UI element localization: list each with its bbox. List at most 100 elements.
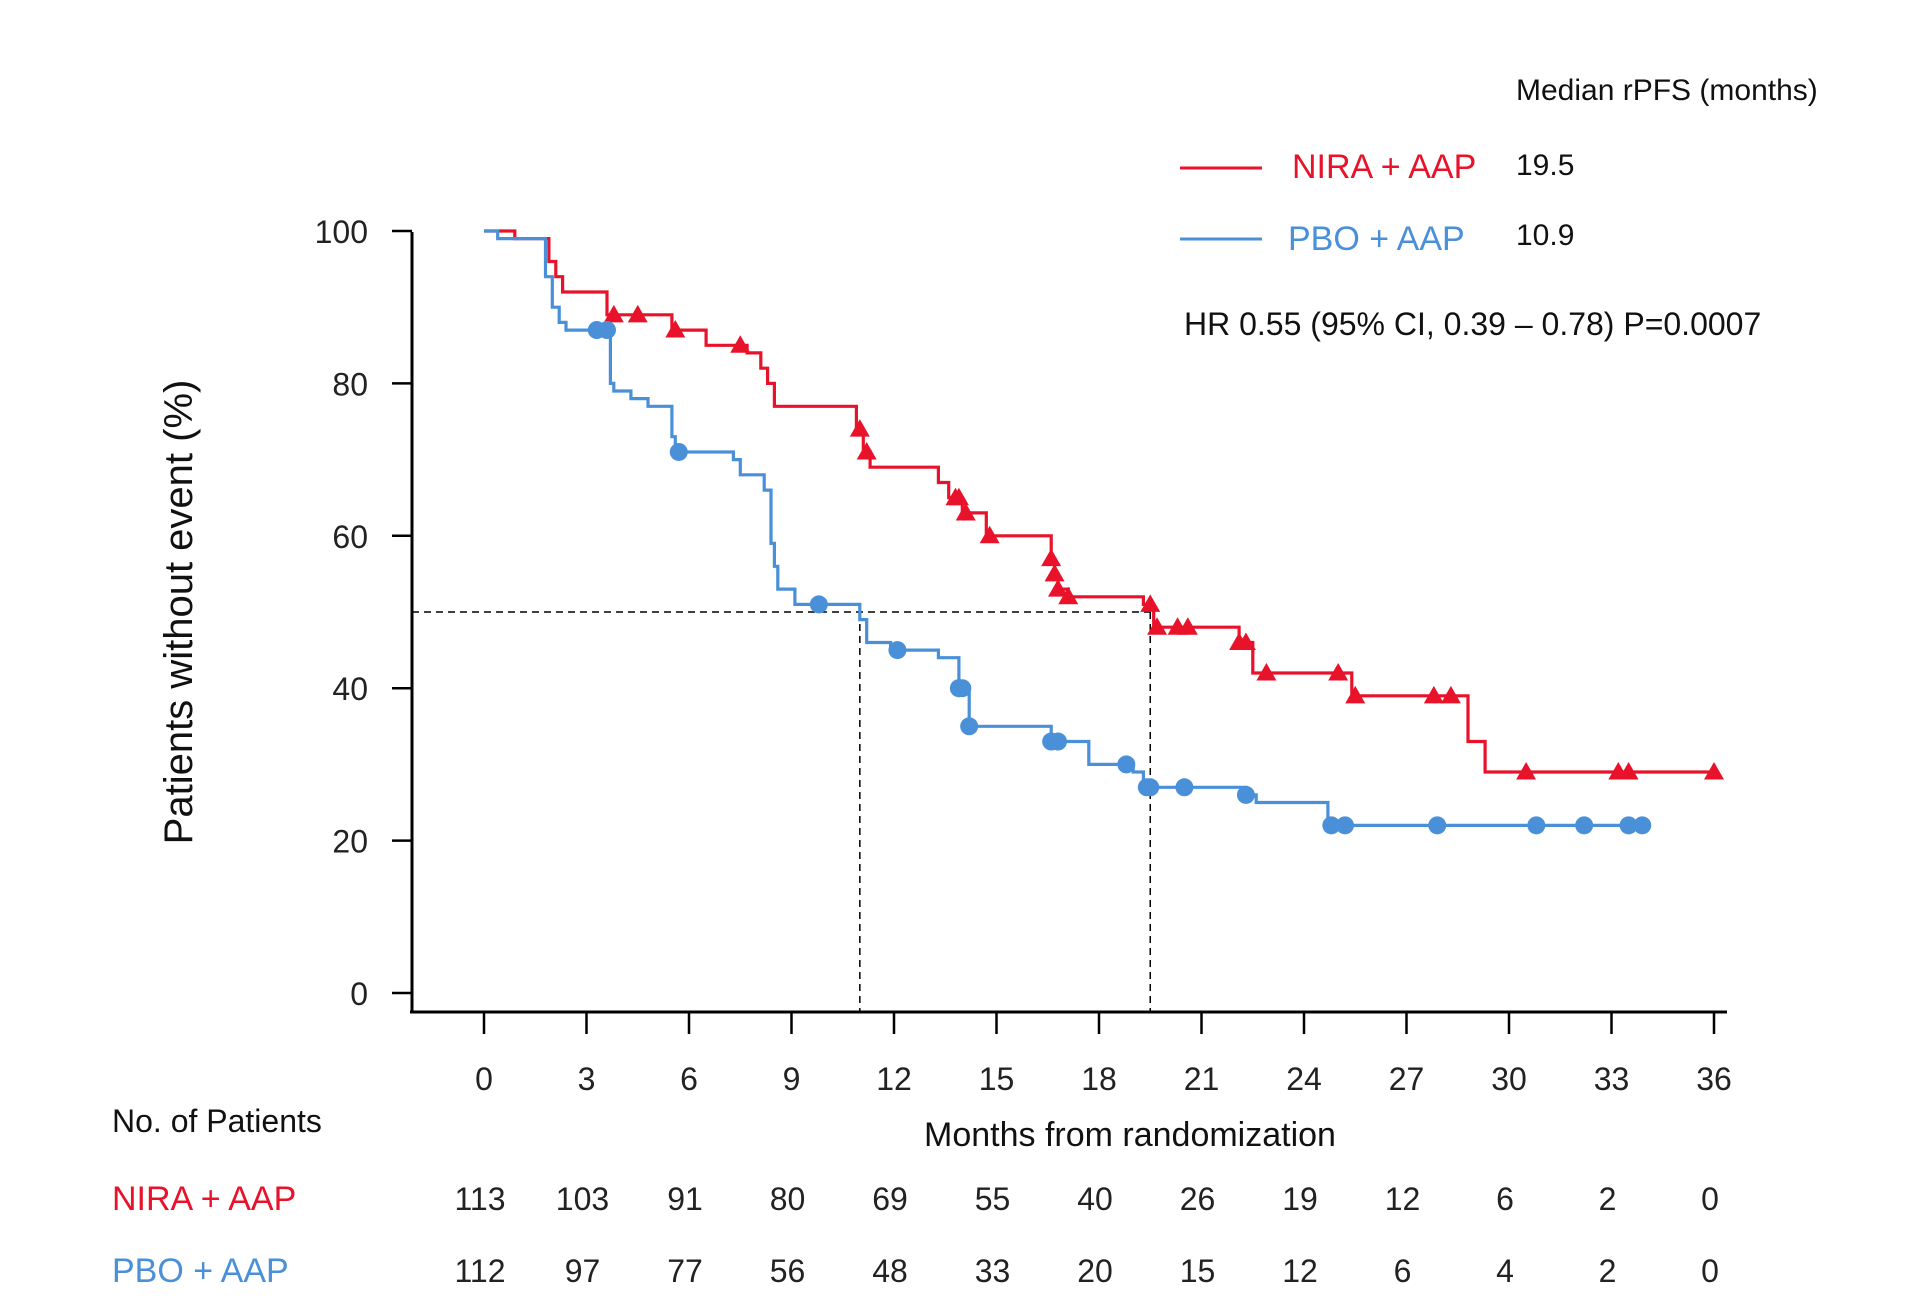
risk-value: 4 xyxy=(1496,1253,1514,1289)
y-tick-label: 60 xyxy=(332,519,368,555)
risk-value: 0 xyxy=(1701,1181,1719,1217)
risk-value: 103 xyxy=(556,1181,609,1217)
x-axis-title: Months from randomization xyxy=(924,1116,1336,1154)
median-reference-lines xyxy=(412,611,1151,1012)
censor-triangle xyxy=(1256,662,1277,681)
risk-value: 80 xyxy=(770,1181,806,1217)
censor-triangle xyxy=(1423,685,1444,704)
risk-value: 2 xyxy=(1599,1253,1617,1289)
censor-triangle xyxy=(1440,685,1461,704)
x-tick-label: 15 xyxy=(979,1061,1015,1097)
censor-triangle xyxy=(1140,594,1161,612)
censor-triangle xyxy=(730,335,751,353)
risk-row-label-pbo: PBO + AAP xyxy=(112,1252,289,1290)
y-tick-label: 80 xyxy=(332,366,368,402)
x-ticks: 0 3 6 9 12 15 18 21 24 27 30 33 36 xyxy=(475,1012,1732,1097)
censor-circle xyxy=(1049,732,1067,751)
x-tick-label: 18 xyxy=(1081,1061,1117,1097)
censor-triangle xyxy=(627,304,648,323)
risk-value: 12 xyxy=(1282,1253,1318,1289)
risk-value: 19 xyxy=(1282,1181,1318,1217)
km-curve-nira xyxy=(484,229,1714,774)
censor-circle xyxy=(1336,816,1354,835)
censor-triangle xyxy=(1058,586,1079,605)
censor-triangle xyxy=(856,441,877,460)
x-tick-label: 12 xyxy=(876,1061,912,1097)
risk-value: 12 xyxy=(1385,1181,1421,1217)
risk-value: 97 xyxy=(565,1253,601,1289)
censor-triangle xyxy=(1235,632,1256,650)
censor-triangle xyxy=(955,502,976,521)
risk-value: 69 xyxy=(872,1181,908,1217)
x-tick-label: 33 xyxy=(1594,1061,1630,1097)
risk-row-label-nira: NIRA + AAP xyxy=(112,1180,296,1218)
y-axis-title: Patients without event (%) xyxy=(157,380,201,845)
risk-value: 55 xyxy=(975,1181,1011,1217)
y-tick-label: 100 xyxy=(315,214,368,250)
y-tick-label: 0 xyxy=(350,976,368,1012)
censor-circle xyxy=(598,321,616,340)
risk-value: 26 xyxy=(1180,1181,1216,1217)
risk-value: 0 xyxy=(1701,1253,1719,1289)
risk-value: 91 xyxy=(667,1181,703,1217)
x-tick-label: 6 xyxy=(680,1061,698,1097)
censor-triangle xyxy=(1048,579,1068,597)
x-tick-label: 3 xyxy=(578,1061,596,1097)
censor-triangle xyxy=(1328,662,1349,681)
risk-value: 6 xyxy=(1394,1253,1412,1289)
censor-triangle xyxy=(849,419,870,437)
censor-triangle xyxy=(979,525,1000,544)
censor-circle xyxy=(1117,755,1136,774)
risk-value: 2 xyxy=(1599,1181,1617,1217)
x-tick-label: 21 xyxy=(1184,1061,1220,1097)
legend-label-nira: NIRA + AAP xyxy=(1292,148,1476,186)
x-tick-label: 9 xyxy=(783,1061,801,1097)
censor-circle xyxy=(960,717,979,736)
risk-value: 48 xyxy=(872,1253,908,1289)
risk-value: 33 xyxy=(975,1253,1011,1289)
censor-triangle xyxy=(1044,563,1065,582)
x-tick-label: 24 xyxy=(1286,1061,1322,1097)
censor-circle xyxy=(1575,816,1594,835)
censor-circle xyxy=(1633,816,1652,835)
y-tick-label: 40 xyxy=(332,671,368,707)
x-tick-label: 30 xyxy=(1491,1061,1527,1097)
censor-triangle xyxy=(1618,762,1639,780)
risk-value: 56 xyxy=(770,1253,806,1289)
median-header: Median rPFS (months) xyxy=(1516,74,1818,107)
censor-circle xyxy=(809,595,828,614)
risk-value: 112 xyxy=(454,1253,505,1289)
legend-median-pbo: 10.9 xyxy=(1516,219,1574,252)
censor-circle xyxy=(1175,778,1194,797)
risk-value: 77 xyxy=(667,1253,703,1289)
risk-table-title: No. of Patients xyxy=(112,1103,322,1139)
censor-circle xyxy=(1141,778,1160,797)
legend-median-nira: 19.5 xyxy=(1516,149,1574,182)
censor-triangle xyxy=(1516,762,1537,780)
censor-triangle xyxy=(1147,617,1168,635)
censor-circle xyxy=(953,679,972,698)
censor-circle xyxy=(669,442,688,461)
risk-value: 40 xyxy=(1077,1181,1113,1217)
legend-label-pbo: PBO + AAP xyxy=(1288,220,1465,258)
censor-circle xyxy=(1527,816,1546,835)
censor-circle xyxy=(1322,816,1341,835)
x-tick-label: 36 xyxy=(1696,1061,1732,1097)
censor-triangle xyxy=(1345,685,1366,704)
censor-markers xyxy=(587,304,1724,835)
x-tick-label: 27 xyxy=(1389,1061,1425,1097)
censor-circle xyxy=(888,641,907,660)
risk-value: 15 xyxy=(1180,1253,1216,1289)
risk-value: 6 xyxy=(1496,1181,1514,1217)
hazard-ratio-text: HR 0.55 (95% CI, 0.39 – 0.78) P=0.0007 xyxy=(1184,306,1761,342)
censor-triangle xyxy=(603,304,624,323)
censor-circle xyxy=(1428,816,1447,835)
risk-value: 20 xyxy=(1077,1253,1113,1289)
censor-triangle xyxy=(665,320,686,338)
risk-value: 113 xyxy=(454,1181,505,1217)
censor-triangle xyxy=(1177,617,1198,635)
censor-triangle xyxy=(1704,762,1724,780)
censor-triangle xyxy=(948,487,969,506)
